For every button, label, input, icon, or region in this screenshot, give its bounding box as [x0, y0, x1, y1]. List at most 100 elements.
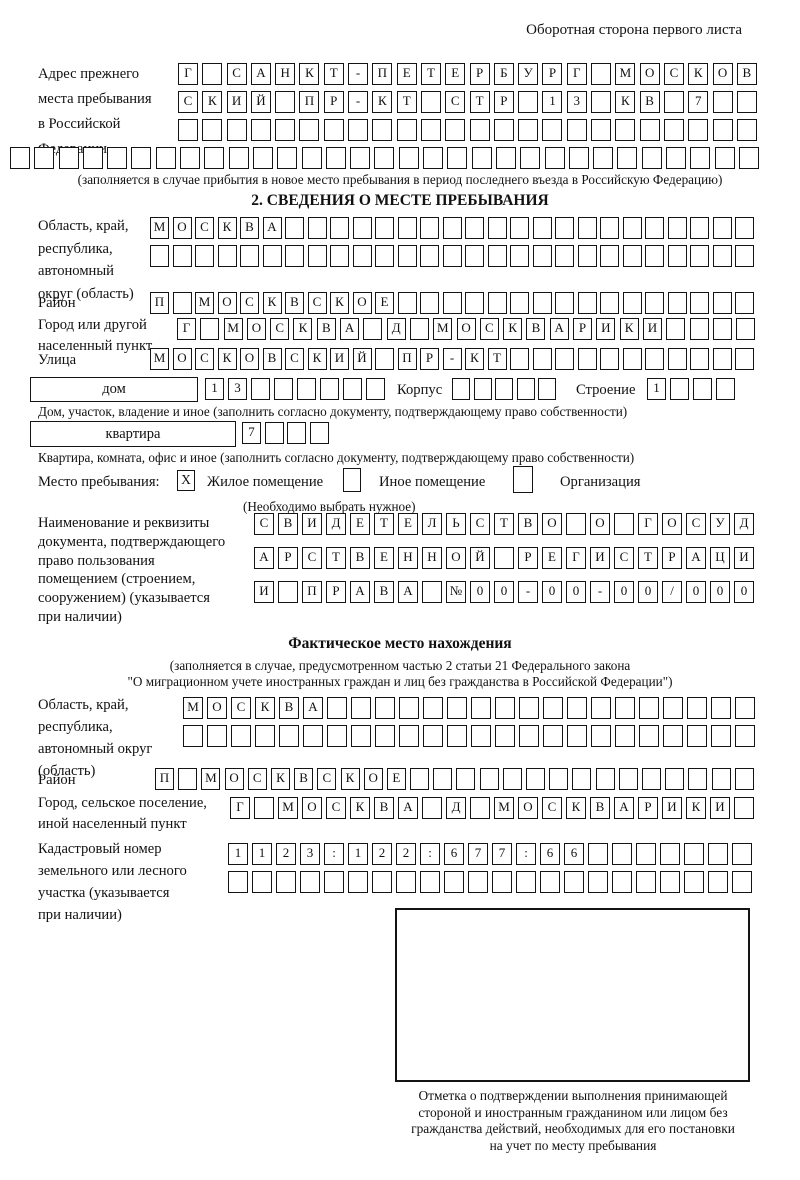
char-cell[interactable] — [420, 871, 440, 893]
char-cell[interactable] — [374, 147, 395, 169]
char-cell[interactable]: Г — [177, 318, 196, 340]
char-cell[interactable] — [200, 318, 220, 340]
char-cell[interactable] — [275, 91, 296, 113]
char-cell[interactable] — [398, 147, 419, 169]
char-cell[interactable] — [708, 871, 728, 893]
char-cell[interactable] — [363, 318, 383, 340]
char-cell[interactable] — [615, 119, 636, 141]
stay-type-checkbox-residential[interactable]: X — [177, 470, 195, 491]
char-cell[interactable]: А — [340, 318, 360, 340]
char-cell[interactable]: С — [254, 513, 274, 535]
char-cell[interactable] — [595, 768, 615, 790]
char-cell[interactable] — [667, 348, 687, 370]
char-cell[interactable] — [397, 245, 417, 267]
char-cell[interactable]: О — [217, 292, 237, 314]
char-cell[interactable] — [639, 119, 660, 141]
char-cell[interactable] — [320, 378, 339, 400]
char-cell[interactable] — [58, 147, 79, 169]
char-cell[interactable] — [588, 871, 608, 893]
char-cell[interactable]: С — [226, 63, 247, 85]
char-cell[interactable]: Е — [374, 547, 394, 569]
char-cell[interactable]: О — [639, 63, 660, 85]
char-cell[interactable] — [420, 91, 441, 113]
char-cell[interactable] — [520, 147, 541, 169]
char-cell[interactable] — [660, 843, 680, 865]
char-cell[interactable] — [693, 378, 712, 400]
char-cell[interactable]: Р — [326, 581, 346, 603]
char-cell[interactable]: Е — [398, 513, 418, 535]
char-cell[interactable]: В — [518, 513, 538, 535]
char-cell[interactable] — [494, 547, 514, 569]
char-cell[interactable]: С — [307, 292, 327, 314]
char-cell[interactable] — [516, 871, 536, 893]
char-cell[interactable]: № — [446, 581, 466, 603]
char-cell[interactable]: Л — [422, 513, 442, 535]
char-cell[interactable]: 0 — [470, 581, 490, 603]
char-cell[interactable] — [352, 245, 372, 267]
char-cell[interactable]: П — [397, 348, 417, 370]
char-cell[interactable] — [543, 697, 563, 719]
char-cell[interactable]: П — [150, 292, 169, 314]
char-cell[interactable]: Д — [446, 797, 466, 819]
char-cell[interactable] — [734, 797, 754, 819]
char-cell[interactable] — [276, 871, 296, 893]
char-cell[interactable] — [567, 725, 587, 747]
char-cell[interactable] — [665, 768, 685, 790]
char-cell[interactable] — [516, 378, 535, 400]
char-cell[interactable] — [178, 768, 198, 790]
char-cell[interactable] — [712, 217, 732, 239]
char-cell[interactable]: И — [330, 348, 349, 370]
char-cell[interactable] — [409, 318, 429, 340]
char-cell[interactable]: Е — [542, 547, 562, 569]
char-cell[interactable]: И — [302, 513, 322, 535]
char-cell[interactable]: Й — [352, 348, 372, 370]
char-cell[interactable] — [690, 292, 709, 314]
char-cell[interactable]: К — [293, 318, 313, 340]
char-cell[interactable] — [279, 725, 299, 747]
char-cell[interactable]: 7 — [468, 843, 488, 865]
char-cell[interactable] — [226, 119, 247, 141]
char-cell[interactable] — [555, 217, 574, 239]
char-cell[interactable] — [422, 797, 442, 819]
char-cell[interactable] — [252, 147, 273, 169]
char-cell[interactable] — [447, 725, 467, 747]
char-cell[interactable]: С — [270, 318, 290, 340]
char-cell[interactable]: В — [590, 797, 610, 819]
char-cell[interactable]: А — [686, 547, 706, 569]
char-cell[interactable]: И — [590, 547, 610, 569]
char-cell[interactable] — [397, 292, 417, 314]
char-cell[interactable] — [502, 768, 522, 790]
char-cell[interactable] — [375, 348, 394, 370]
char-cell[interactable] — [542, 119, 563, 141]
char-cell[interactable] — [287, 422, 306, 444]
char-cell[interactable]: С — [686, 513, 706, 535]
char-cell[interactable] — [465, 245, 484, 267]
char-cell[interactable]: В — [316, 318, 336, 340]
char-cell[interactable]: 2 — [396, 843, 416, 865]
char-cell[interactable]: 7 — [242, 422, 261, 444]
char-cell[interactable]: У — [710, 513, 730, 535]
char-cell[interactable] — [711, 697, 731, 719]
char-cell[interactable]: В — [350, 547, 370, 569]
char-cell[interactable]: В — [736, 63, 757, 85]
char-cell[interactable] — [469, 119, 490, 141]
char-cell[interactable]: О — [456, 318, 476, 340]
char-cell[interactable]: К — [619, 318, 639, 340]
char-cell[interactable] — [301, 147, 322, 169]
char-cell[interactable]: О — [363, 768, 383, 790]
char-cell[interactable] — [131, 147, 152, 169]
char-cell[interactable] — [736, 91, 757, 113]
char-cell[interactable] — [300, 871, 320, 893]
char-cell[interactable]: Й — [470, 547, 490, 569]
char-cell[interactable]: С — [178, 91, 198, 113]
char-cell[interactable]: А — [254, 547, 274, 569]
char-cell[interactable] — [470, 797, 490, 819]
char-cell[interactable] — [420, 292, 439, 314]
char-cell[interactable] — [150, 245, 169, 267]
char-cell[interactable] — [622, 217, 642, 239]
char-cell[interactable] — [645, 245, 664, 267]
char-cell[interactable] — [714, 147, 735, 169]
char-cell[interactable]: С — [195, 217, 214, 239]
char-cell[interactable] — [689, 318, 709, 340]
char-cell[interactable] — [375, 697, 395, 719]
